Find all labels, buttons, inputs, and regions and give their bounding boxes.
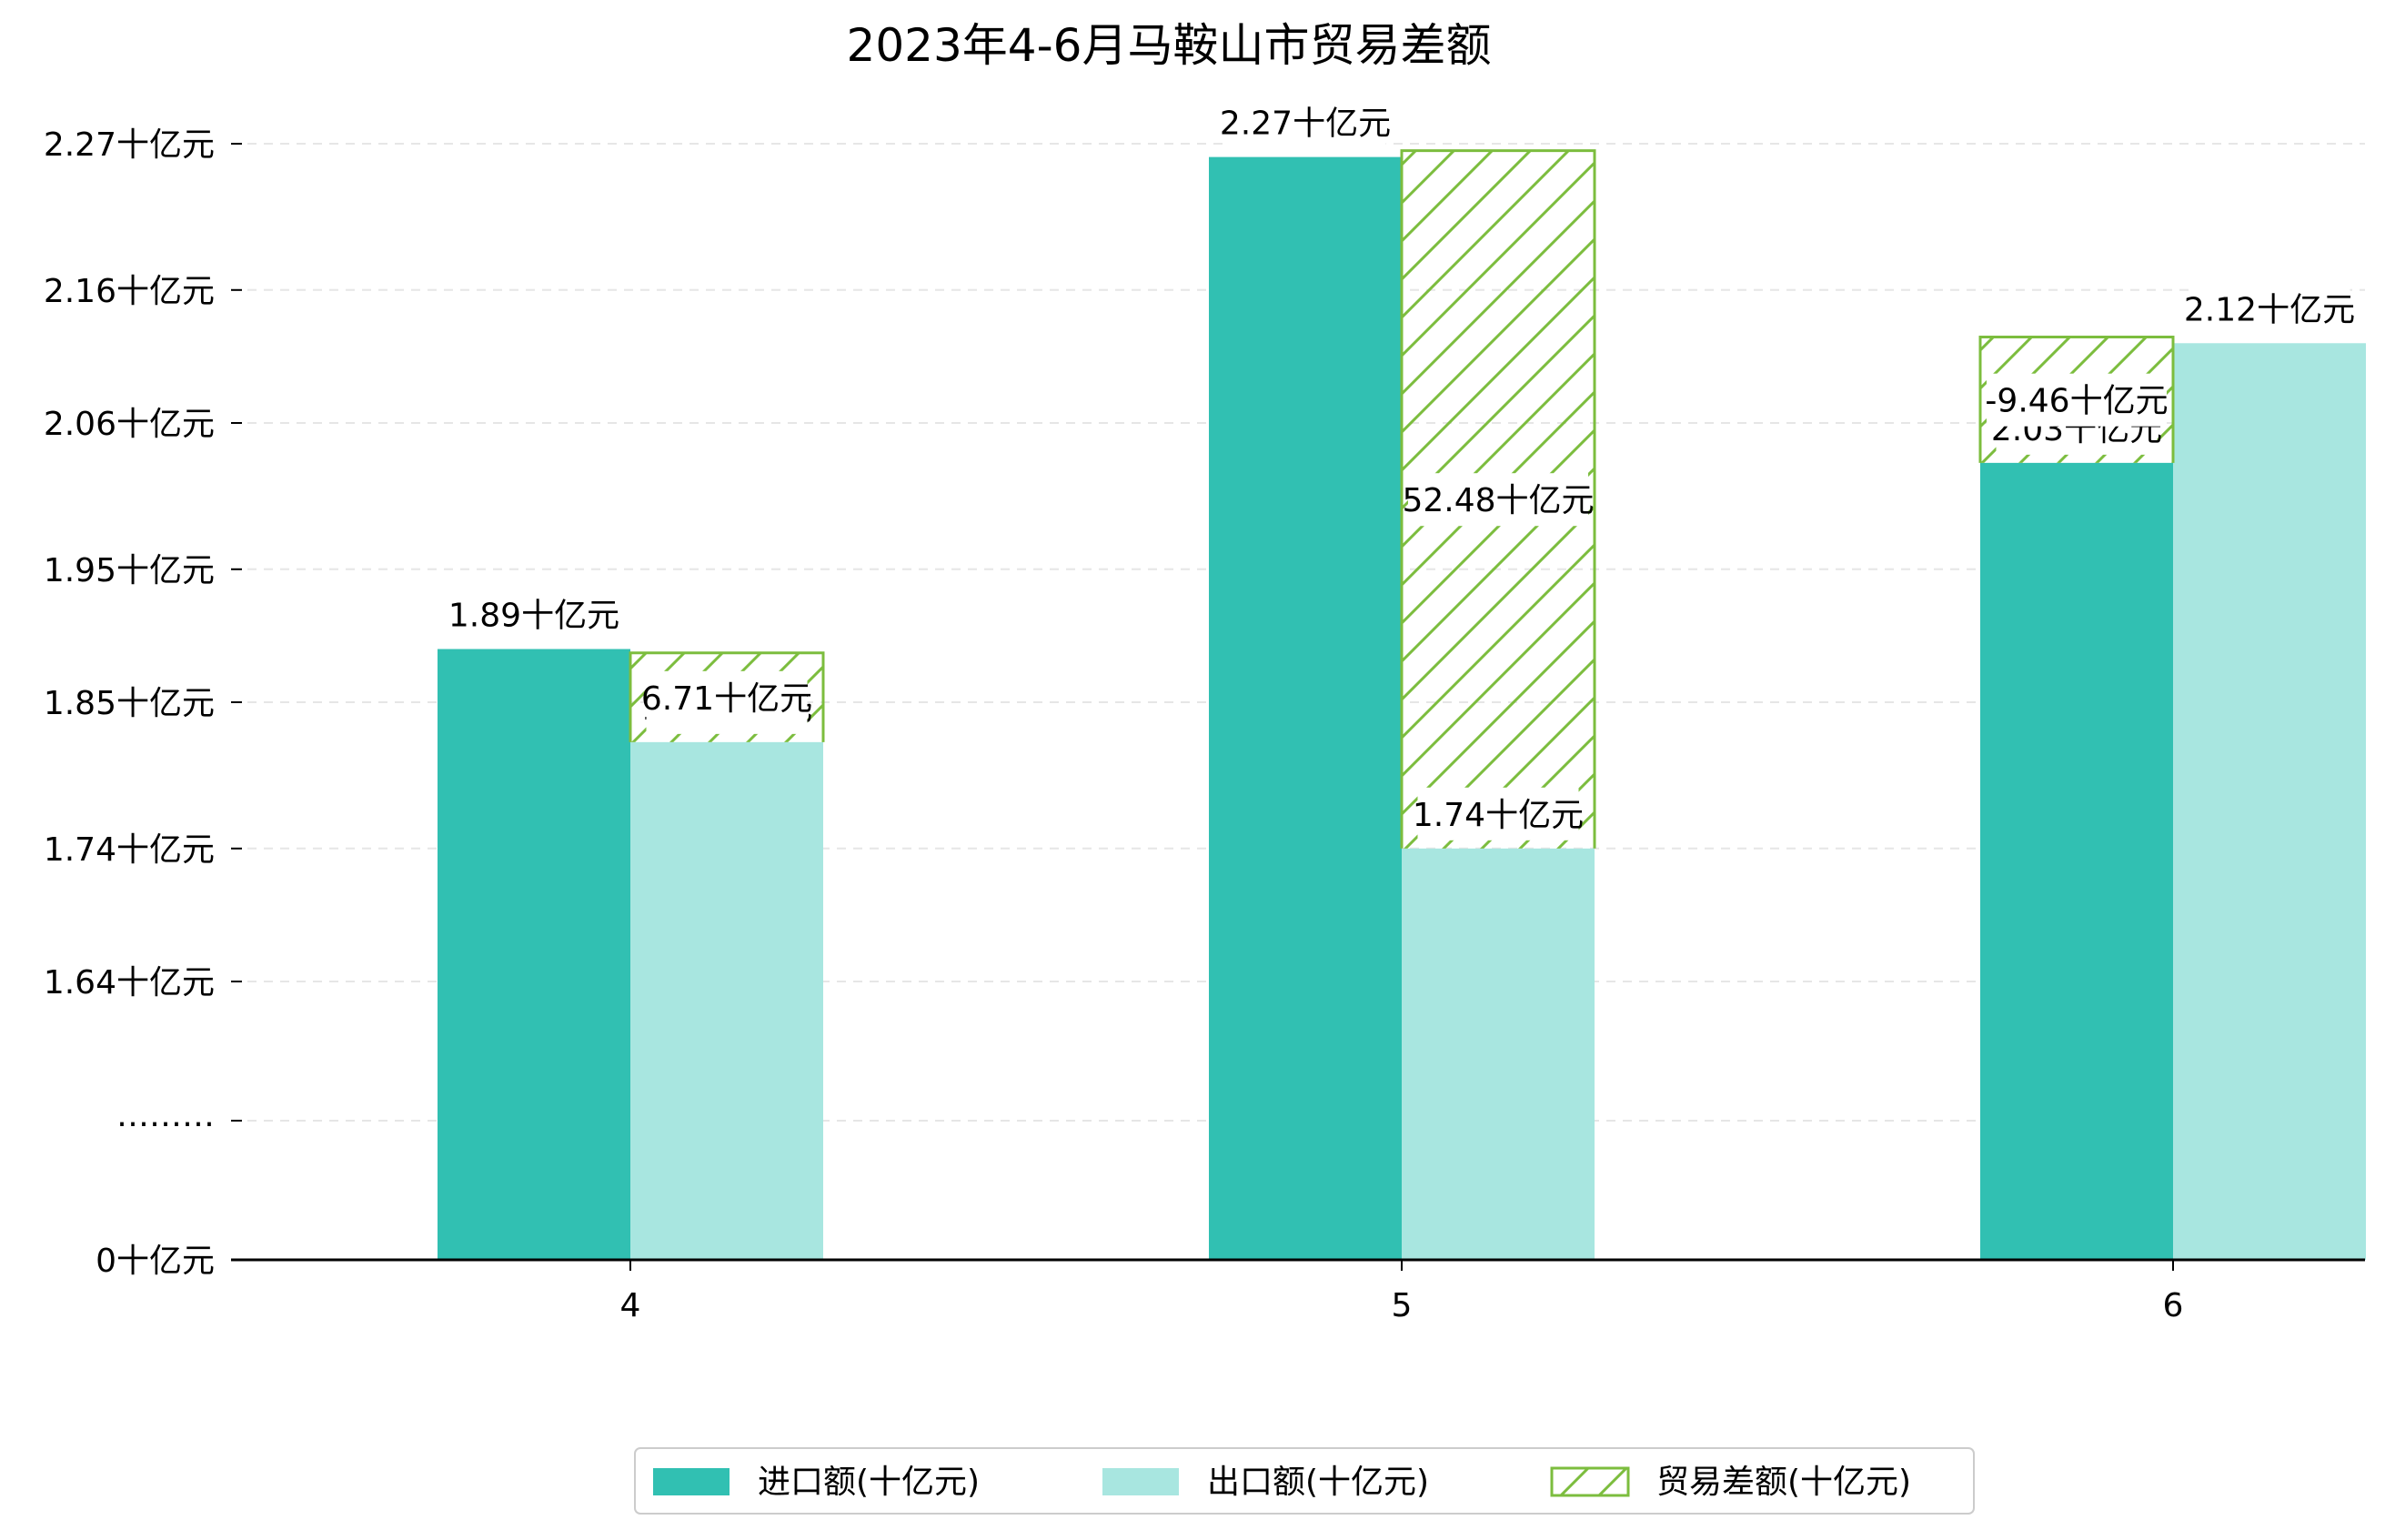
legend-label-2: 出口额(十亿元) — [1207, 1464, 1429, 1501]
export-bar — [2173, 343, 2366, 1260]
y-tick-label: 1.85十亿元 — [44, 685, 215, 722]
legend-label-1: 进口额(十亿元) — [758, 1464, 980, 1501]
y-tick-label: 2.06十亿元 — [44, 406, 215, 443]
y-tick-label: 1.95十亿元 — [44, 552, 215, 589]
balance-value-label: 6.71十亿元 — [641, 680, 812, 718]
legend-swatch-3 — [1550, 1466, 1630, 1497]
balance-bar-outline — [629, 651, 825, 742]
import-bar — [438, 649, 630, 1260]
export-value-label: 2.12十亿元 — [2184, 291, 2355, 328]
balance-value-label: 52.48十亿元 — [1402, 482, 1594, 519]
balance-value-label-bg — [1987, 373, 2167, 427]
y-tick-label: 2.16十亿元 — [44, 273, 215, 310]
x-tick-label: 4 — [620, 1287, 641, 1324]
import-value-label-bg — [453, 588, 615, 641]
legend-swatch-1 — [653, 1468, 730, 1495]
import-value-label-bg — [1224, 96, 1386, 149]
y-tick-label: 1.74十亿元 — [44, 831, 215, 869]
balance-bar-outline — [1400, 149, 1596, 849]
balance-value-label-bg — [1408, 473, 1588, 527]
x-tick-label: 6 — [2163, 1287, 2184, 1324]
import-value-label: 2.27十亿元 — [1220, 106, 1391, 143]
legend: 进口额(十亿元) 出口额(十亿元) 贸易差额(十亿元) — [634, 1447, 1975, 1515]
legend-swatch-2 — [1102, 1468, 1179, 1495]
export-bar — [1402, 848, 1595, 1260]
import-bar — [1980, 462, 2173, 1260]
x-tick-label: 5 — [1392, 1287, 1413, 1324]
y-tick-label: 0十亿元 — [96, 1243, 215, 1280]
balance-value-label-bg — [646, 670, 808, 724]
chart-title: 2023年4-6月马鞍山市贸易差额 — [847, 19, 1492, 72]
export-value-label-bg — [2189, 282, 2350, 336]
y-tick-label: 2.27十亿元 — [44, 126, 215, 164]
legend-label-3: 贸易差额(十亿元) — [1656, 1464, 1911, 1501]
import-value-label: 1.89十亿元 — [448, 598, 619, 635]
export-value-label-bg — [1417, 787, 1579, 840]
legend-box — [634, 1447, 1975, 1515]
export-value-label: 1.74十亿元 — [1413, 797, 1584, 834]
y-axis-break-label: ……… — [116, 1097, 215, 1134]
y-tick-label: 1.64十亿元 — [44, 964, 215, 1002]
balance-bar-outline — [1978, 336, 2175, 463]
export-bar — [630, 741, 823, 1260]
import-bar — [1209, 156, 1402, 1261]
balance-value-label: -9.46十亿元 — [1985, 383, 2168, 420]
